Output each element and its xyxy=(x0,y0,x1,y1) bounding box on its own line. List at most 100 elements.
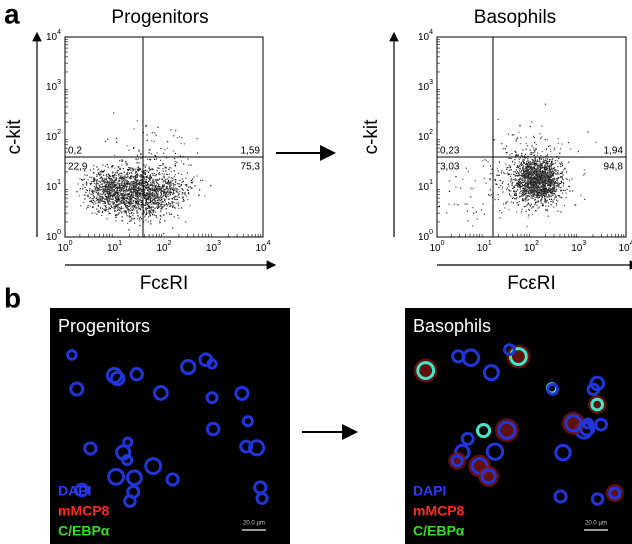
event-dot xyxy=(144,212,145,213)
event-dot xyxy=(149,205,150,206)
event-dot xyxy=(146,179,147,180)
event-dot xyxy=(530,161,531,162)
event-dot xyxy=(146,193,147,194)
event-dot xyxy=(134,223,135,224)
event-dot xyxy=(94,183,95,184)
event-dot xyxy=(466,203,467,204)
event-dot xyxy=(141,200,142,201)
event-dot xyxy=(515,195,516,196)
event-dot xyxy=(140,154,141,155)
event-dot xyxy=(510,181,511,182)
event-dot xyxy=(171,185,172,186)
event-dot xyxy=(546,161,547,162)
event-dot xyxy=(533,183,534,184)
event-dot xyxy=(168,194,169,195)
event-dot xyxy=(544,179,545,180)
event-dot xyxy=(553,173,554,174)
event-dot xyxy=(93,204,94,205)
event-dot xyxy=(527,204,528,205)
event-dot xyxy=(562,178,563,179)
event-dot xyxy=(541,192,542,193)
event-dot xyxy=(144,205,145,206)
event-dot xyxy=(187,199,188,200)
event-dot xyxy=(97,183,98,184)
event-dot xyxy=(526,192,527,193)
event-dot xyxy=(140,158,141,159)
event-dot xyxy=(534,204,535,205)
event-dot xyxy=(523,188,524,189)
event-dot xyxy=(92,202,93,203)
event-dot xyxy=(169,190,170,191)
event-dot xyxy=(146,165,147,166)
event-dot xyxy=(169,214,170,215)
event-dot xyxy=(140,169,141,170)
event-dot xyxy=(531,187,532,188)
event-dot xyxy=(112,171,113,172)
event-dot xyxy=(536,173,537,174)
event-dot xyxy=(113,181,114,182)
event-dot xyxy=(134,218,135,219)
event-dot xyxy=(541,199,542,200)
tick-exponent: 1 xyxy=(429,179,433,186)
event-dot xyxy=(96,200,97,201)
event-dot xyxy=(109,212,110,213)
event-dot xyxy=(555,163,556,164)
event-dot xyxy=(200,180,201,181)
event-dot xyxy=(131,199,132,200)
event-dot xyxy=(130,220,131,221)
event-dot xyxy=(88,179,89,180)
event-dot xyxy=(149,178,150,179)
event-dot xyxy=(526,170,527,171)
event-dot xyxy=(500,185,501,186)
event-dot xyxy=(134,191,135,192)
event-dot xyxy=(105,181,106,182)
event-dot xyxy=(168,180,169,181)
event-dot xyxy=(543,174,544,175)
event-dot xyxy=(165,167,166,168)
event-dot xyxy=(172,202,173,203)
event-dot xyxy=(133,200,134,201)
event-dot xyxy=(147,159,148,160)
event-dot xyxy=(130,216,131,217)
event-dot xyxy=(165,192,166,193)
event-dot xyxy=(558,173,559,174)
event-dot xyxy=(552,187,553,188)
event-dot xyxy=(93,181,94,182)
event-dot xyxy=(122,220,123,221)
event-dot xyxy=(555,160,556,161)
event-dot xyxy=(151,207,152,208)
event-dot xyxy=(183,163,184,164)
legend-entry: mMCP8 xyxy=(413,503,465,519)
event-dot xyxy=(549,191,550,192)
event-dot xyxy=(157,170,158,171)
event-dot xyxy=(152,190,153,191)
event-dot xyxy=(158,204,159,205)
event-dot xyxy=(538,197,539,198)
event-dot xyxy=(176,162,177,163)
event-dot xyxy=(152,192,153,193)
event-dot xyxy=(123,196,124,197)
event-dot xyxy=(519,170,520,171)
event-dot xyxy=(124,182,125,183)
event-dot xyxy=(540,163,541,164)
event-dot xyxy=(559,184,560,185)
event-dot xyxy=(522,149,523,150)
event-dot xyxy=(140,188,141,189)
event-dot xyxy=(99,187,100,188)
event-dot xyxy=(153,203,154,204)
event-dot xyxy=(543,172,544,173)
event-dot xyxy=(122,177,123,178)
event-dot xyxy=(177,199,178,200)
event-dot xyxy=(109,181,110,182)
event-dot xyxy=(109,184,110,185)
event-dot xyxy=(128,229,129,230)
event-dot xyxy=(532,214,533,215)
event-dot xyxy=(537,161,538,162)
event-dot xyxy=(174,161,175,162)
event-dot xyxy=(149,152,150,153)
event-dot xyxy=(545,209,546,210)
event-dot xyxy=(551,171,552,172)
event-dot xyxy=(89,193,90,194)
event-dot xyxy=(506,189,507,190)
event-dot xyxy=(560,164,561,165)
